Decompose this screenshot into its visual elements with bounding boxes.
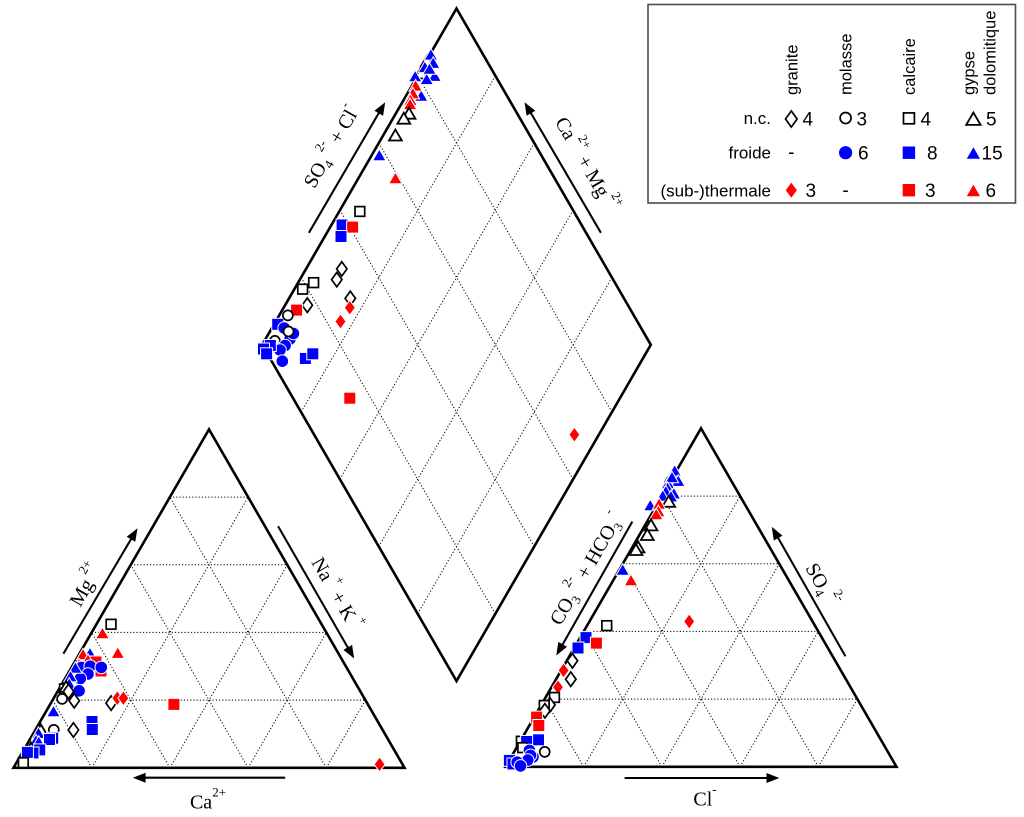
svg-text:6: 6 xyxy=(858,144,869,165)
svg-text:Cl-: Cl- xyxy=(693,782,716,811)
svg-text:molasse: molasse xyxy=(838,34,856,95)
svg-text:-: - xyxy=(842,180,848,201)
svg-text:3: 3 xyxy=(857,110,868,131)
svg-text:(sub-)thermale: (sub-)thermale xyxy=(660,181,771,200)
svg-text:gypse: gypse xyxy=(961,51,979,95)
svg-text:6: 6 xyxy=(986,181,997,202)
svg-text:-: - xyxy=(788,143,794,164)
svg-text:4: 4 xyxy=(921,110,932,131)
svg-text:8: 8 xyxy=(927,144,938,165)
svg-text:4: 4 xyxy=(803,110,814,131)
svg-text:15: 15 xyxy=(982,144,1003,165)
svg-text:5: 5 xyxy=(986,110,997,131)
svg-text:Ca2+: Ca2+ xyxy=(190,784,226,812)
svg-text:3: 3 xyxy=(925,181,936,202)
svg-text:granite: granite xyxy=(783,45,801,95)
svg-text:3: 3 xyxy=(806,181,817,202)
svg-text:froide: froide xyxy=(728,144,771,163)
svg-text:dolomitique: dolomitique xyxy=(982,11,1000,95)
svg-text:calcaire: calcaire xyxy=(901,38,919,95)
svg-text:n.c.: n.c. xyxy=(744,109,771,128)
